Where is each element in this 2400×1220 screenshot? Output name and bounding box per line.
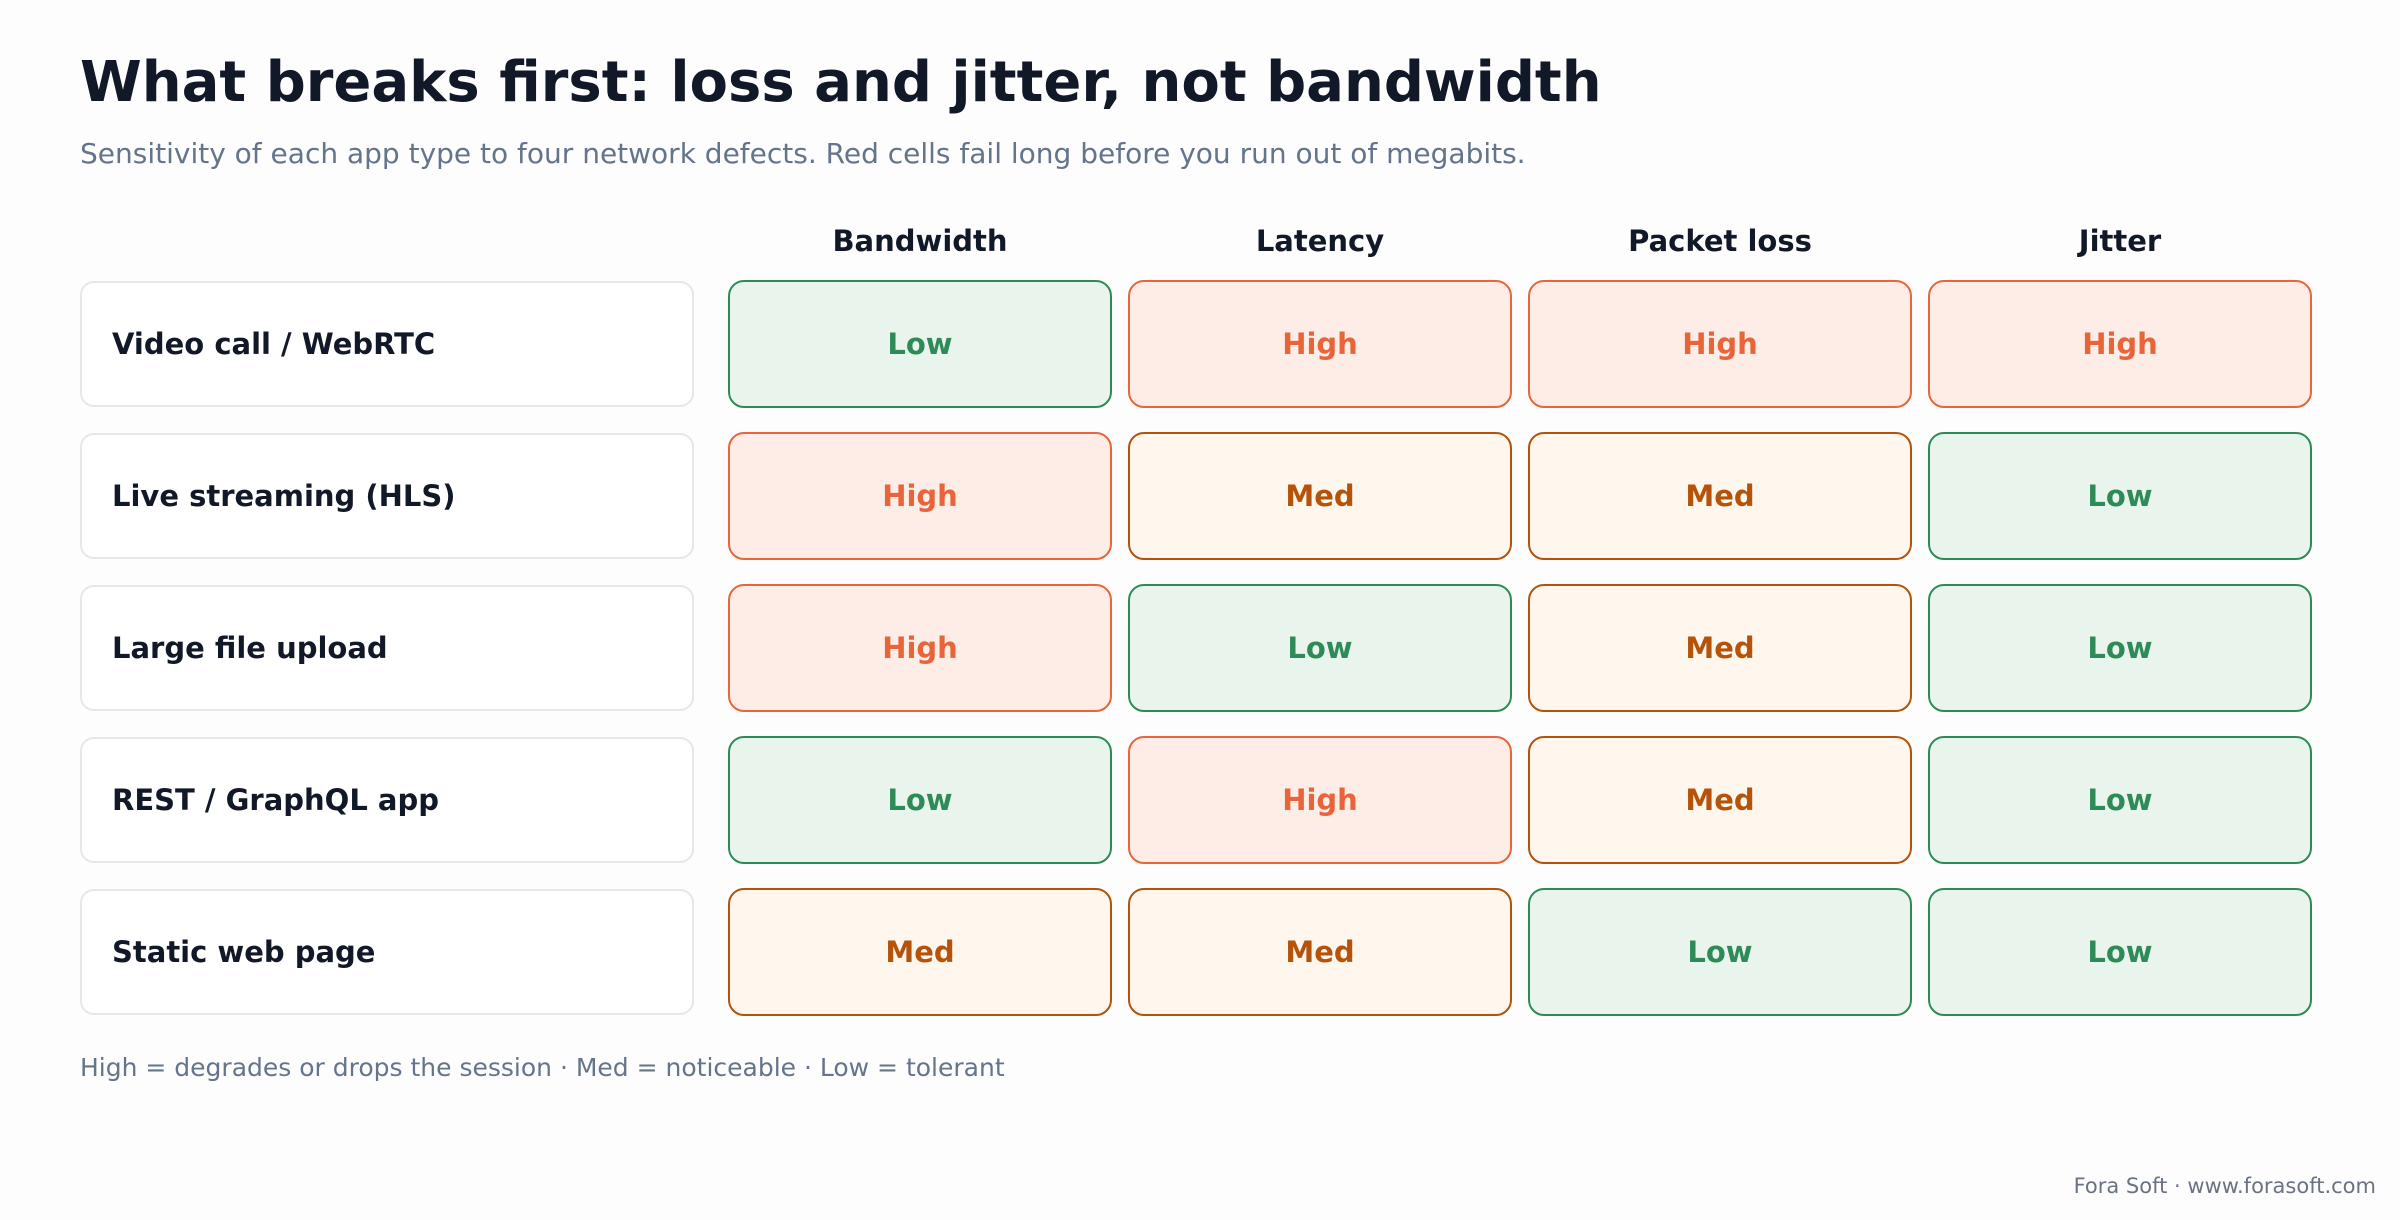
row-label-large-file-upload: Large file upload — [80, 585, 694, 711]
chart-title: What breaks first: loss and jitter, not … — [80, 50, 1602, 115]
column-header-bandwidth: Bandwidth — [832, 224, 1008, 258]
column-header-jitter: Jitter — [2078, 224, 2162, 258]
heatmap-cell-live-streaming-hls-bandwidth: High — [728, 432, 1112, 560]
heatmap-cell-large-file-upload-bandwidth: High — [728, 584, 1112, 712]
row-label-rest-graphql-app: REST / GraphQL app — [80, 737, 694, 863]
heatmap-cell-rest-graphql-app-jitter: Low — [1928, 736, 2312, 864]
heatmap-cell-rest-graphql-app-latency: High — [1128, 736, 1512, 864]
footer-credit: Fora Soft · www.forasoft.com — [2073, 1174, 2376, 1198]
legend-note: High = degrades or drops the session · M… — [80, 1053, 1005, 1082]
heatmap-cell-static-web-page-latency: Med — [1128, 888, 1512, 1016]
column-header-packet-loss: Packet loss — [1628, 224, 1812, 258]
heatmap-cell-rest-graphql-app-packet-loss: Med — [1528, 736, 1912, 864]
heatmap-cell-live-streaming-hls-latency: Med — [1128, 432, 1512, 560]
heatmap-cell-live-streaming-hls-packet-loss: Med — [1528, 432, 1912, 560]
heatmap-cell-static-web-page-packet-loss: Low — [1528, 888, 1912, 1016]
heatmap-cell-video-call-webrtc-jitter: High — [1928, 280, 2312, 408]
heatmap-cell-rest-graphql-app-bandwidth: Low — [728, 736, 1112, 864]
row-label-live-streaming-hls: Live streaming (HLS) — [80, 433, 694, 559]
heatmap-cell-large-file-upload-latency: Low — [1128, 584, 1512, 712]
heatmap-cell-video-call-webrtc-latency: High — [1128, 280, 1512, 408]
heatmap-cell-large-file-upload-jitter: Low — [1928, 584, 2312, 712]
chart-subtitle: Sensitivity of each app type to four net… — [80, 137, 1526, 170]
heatmap-cell-static-web-page-bandwidth: Med — [728, 888, 1112, 1016]
heatmap-cell-live-streaming-hls-jitter: Low — [1928, 432, 2312, 560]
heatmap-cell-static-web-page-jitter: Low — [1928, 888, 2312, 1016]
column-header-latency: Latency — [1255, 224, 1385, 258]
row-label-static-web-page: Static web page — [80, 889, 694, 1015]
heatmap-cell-large-file-upload-packet-loss: Med — [1528, 584, 1912, 712]
heatmap-cell-video-call-webrtc-bandwidth: Low — [728, 280, 1112, 408]
heatmap-cell-video-call-webrtc-packet-loss: High — [1528, 280, 1912, 408]
row-label-video-call-webrtc: Video call / WebRTC — [80, 281, 694, 407]
